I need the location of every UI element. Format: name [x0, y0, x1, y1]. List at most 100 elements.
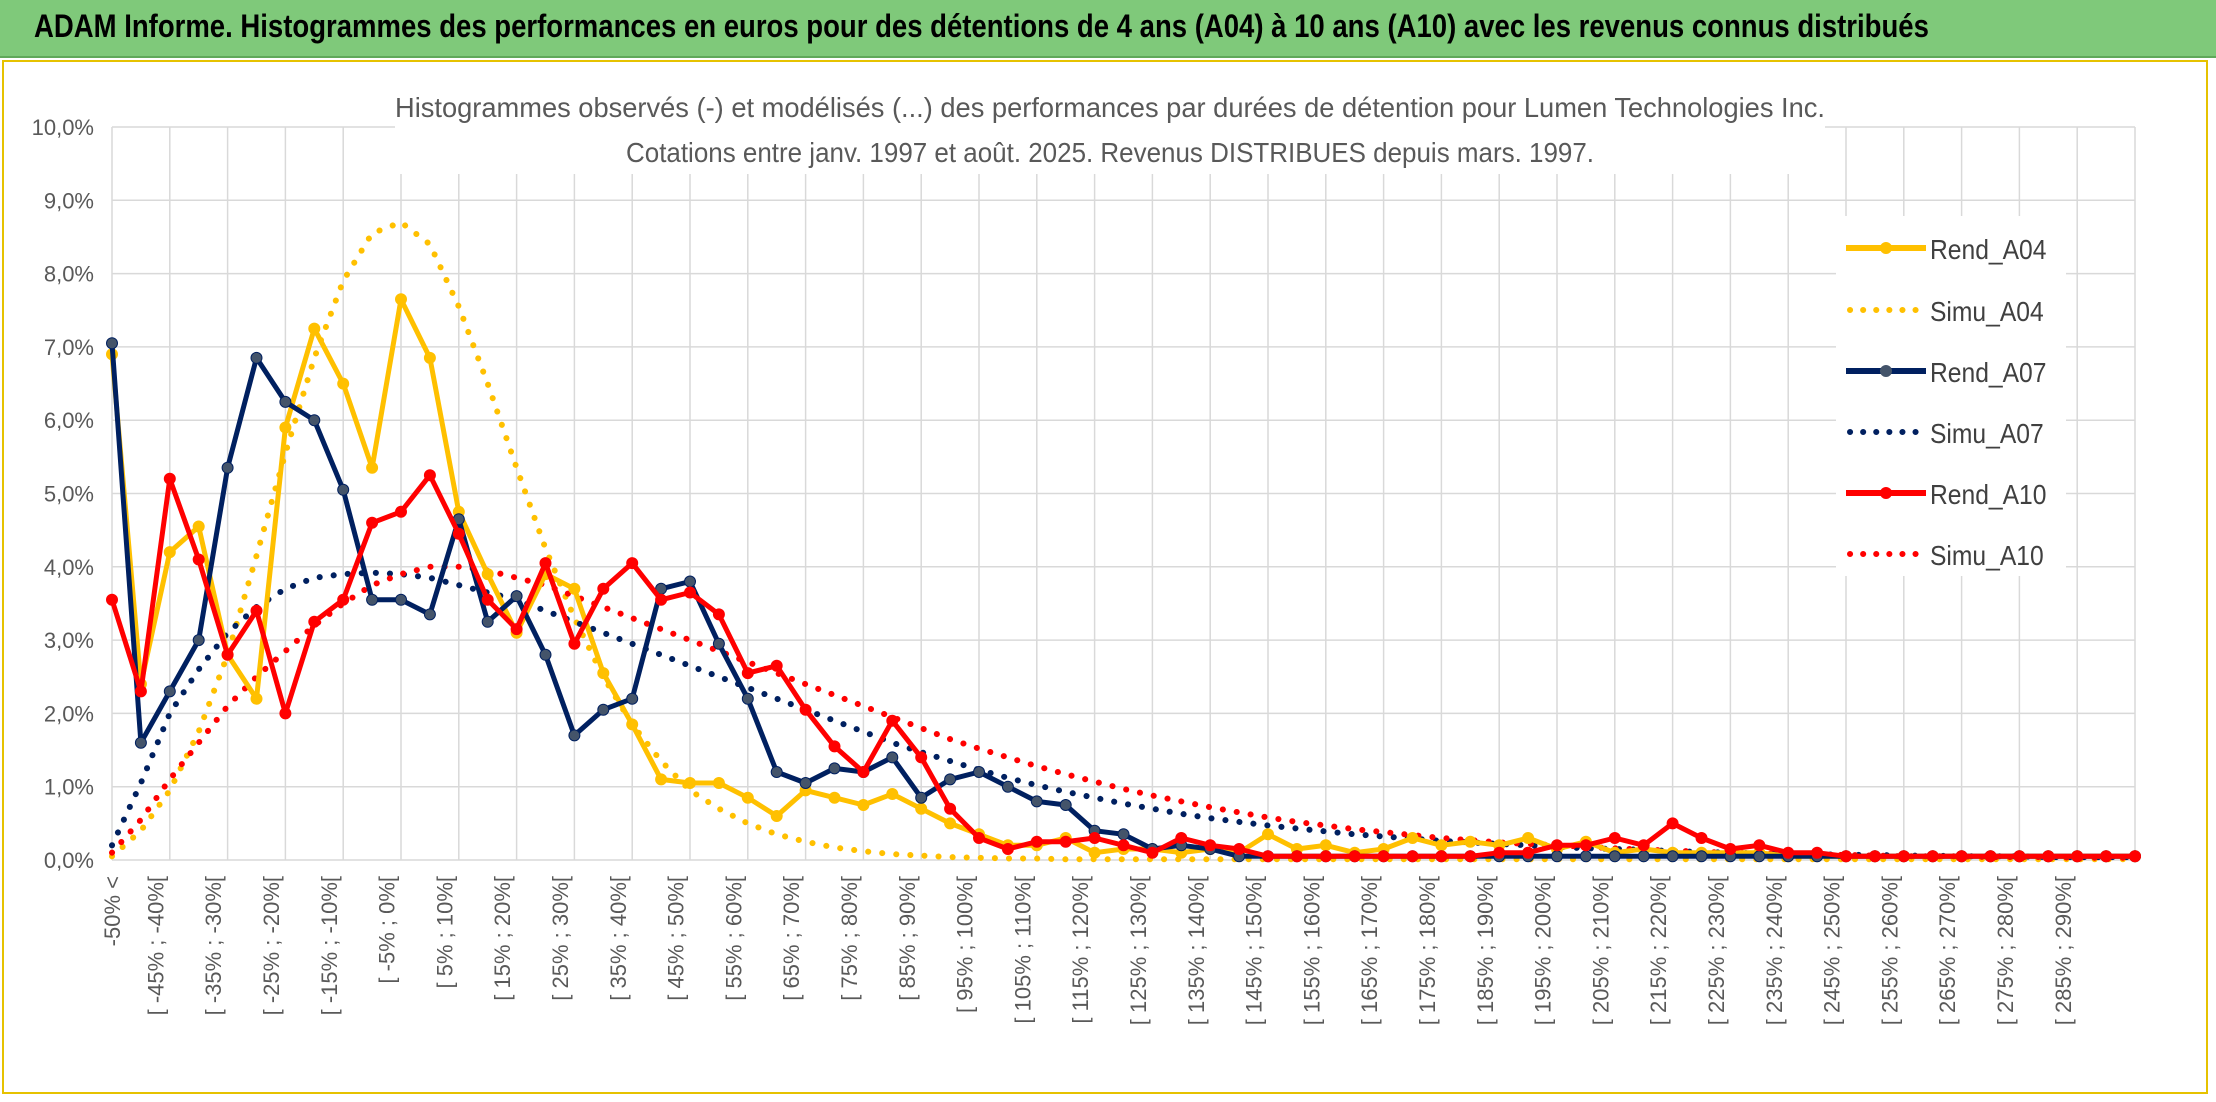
point-rend-a04 [1435, 839, 1448, 852]
x-tick-label: [ 55% ; 60%[ [721, 876, 746, 1001]
point-rend-a10 [1782, 846, 1795, 859]
point-rend-a04 [192, 520, 205, 533]
legend-label-rend-a10: Rend_A10 [1930, 479, 2047, 510]
y-tick-label: 1,0% [44, 775, 94, 800]
point-rend-a10 [337, 593, 350, 606]
point-rend-a07 [973, 766, 985, 778]
point-rend-a10 [1030, 835, 1043, 848]
series-line-simu-a04 [109, 219, 2138, 863]
point-rend-a10 [279, 707, 292, 720]
x-tick-label: [ 245% ; 250%[ [1820, 876, 1845, 1025]
point-rend-a10 [452, 527, 465, 540]
point-rend-a10 [799, 703, 812, 716]
x-tick-label: [ 85% ; 90%[ [895, 876, 920, 1001]
point-rend-a10 [1984, 850, 1997, 863]
point-rend-a10 [1724, 843, 1737, 855]
point-rend-a04 [423, 351, 436, 364]
legend-item-simu-a07: Simu_A07 [1846, 412, 2066, 452]
point-rend-a10 [106, 593, 118, 606]
point-rend-a10 [1897, 850, 1910, 863]
point-rend-a07 [337, 483, 350, 496]
point-rend-a04 [250, 692, 263, 705]
point-rend-a10 [597, 582, 610, 595]
point-rend-a10 [1666, 817, 1679, 830]
point-rend-a07 [163, 685, 176, 698]
point-rend-a04 [308, 322, 321, 335]
point-rend-a10 [308, 615, 321, 628]
point-rend-a10 [1435, 850, 1448, 863]
point-rend-a10 [1840, 850, 1852, 863]
point-rend-a07 [481, 615, 494, 628]
point-rend-a04 [395, 293, 407, 306]
point-rend-a07 [1030, 795, 1043, 808]
x-tick-label: [ 145% ; 150%[ [1242, 876, 1267, 1025]
point-rend-a07 [770, 766, 783, 778]
point-rend-a10 [163, 472, 176, 485]
point-rend-a10 [915, 751, 928, 764]
point-rend-a07 [1059, 799, 1072, 811]
point-rend-a07 [944, 773, 957, 786]
point-rend-a10 [944, 802, 957, 815]
series-line-simu-a07 [109, 569, 2138, 861]
legend-item-rend-a07: Rend_A07 [1846, 351, 2066, 391]
point-rend-a10 [1868, 850, 1881, 863]
point-rend-a10 [1464, 850, 1477, 863]
point-rend-a04 [1406, 832, 1419, 844]
point-rend-a10 [510, 623, 523, 636]
point-rend-a04 [366, 461, 379, 474]
point-rend-a10 [1377, 850, 1390, 863]
point-rend-a10 [2013, 850, 2026, 863]
point-rend-a10 [221, 648, 234, 661]
point-rend-a10 [250, 604, 263, 617]
point-rend-a04 [597, 667, 610, 680]
point-rend-a10 [1551, 839, 1563, 852]
legend-label-rend-a04: Rend_A04 [1930, 234, 2047, 265]
point-rend-a04 [1464, 835, 1477, 848]
y-tick-label: 9,0% [44, 188, 94, 213]
point-rend-a10 [1233, 843, 1246, 855]
series-line-rend-a10 [109, 472, 2135, 859]
legend-label-simu-a07: Simu_A07 [1930, 418, 2044, 449]
point-rend-a10 [568, 637, 581, 650]
point-rend-a04 [626, 718, 639, 731]
x-tick-label: [ 235% ; 240%[ [1762, 876, 1787, 1025]
legend-item-simu-a10: Simu_A10 [1846, 534, 2066, 574]
point-rend-a07 [626, 692, 639, 705]
point-rend-a10 [1637, 839, 1650, 852]
legend-swatch-simu-a04 [1847, 307, 1926, 313]
x-tick-label: [ 275% ; 280%[ [1993, 876, 2018, 1025]
point-rend-a04 [828, 791, 841, 804]
point-rend-a07 [221, 461, 234, 474]
y-tick-label: 8,0% [44, 262, 94, 287]
point-rend-a07 [1579, 850, 1592, 863]
point-rend-a04 [886, 788, 899, 800]
y-tick-label: 10,0% [32, 115, 94, 140]
x-tick-label: [ 5% ; 10%[ [432, 876, 457, 989]
point-rend-a10 [1493, 846, 1506, 859]
y-tick-label: 2,0% [44, 701, 94, 726]
point-rend-a07 [712, 637, 725, 650]
point-rend-a10 [1146, 846, 1159, 859]
point-rend-a04 [655, 773, 668, 786]
point-rend-a10 [1926, 850, 1939, 863]
point-rend-a07 [1695, 850, 1708, 863]
point-rend-a07 [423, 608, 436, 621]
point-rend-a10 [1059, 835, 1072, 848]
point-rend-a04 [857, 799, 870, 811]
point-rend-a10 [134, 685, 147, 698]
point-rend-a07 [1551, 850, 1563, 863]
x-tick-label: [ 45% ; 50%[ [664, 876, 689, 1001]
point-rend-a10 [1348, 850, 1361, 863]
point-rend-a07 [1637, 850, 1650, 863]
point-rend-a04 [1088, 846, 1101, 859]
x-tick-label: [ 195% ; 200%[ [1531, 876, 1556, 1025]
y-tick-label: 4,0% [44, 555, 94, 580]
point-rend-a10 [1406, 850, 1419, 863]
x-tick-label: [ 35% ; 40%[ [606, 876, 631, 1001]
point-rend-a10 [1290, 850, 1303, 863]
series-line-simu-a10 [109, 563, 2138, 861]
x-tick-label: [ 115% ; 120%[ [1068, 876, 1093, 1024]
point-rend-a07 [395, 593, 407, 606]
point-rend-a07 [134, 736, 147, 749]
point-rend-a04 [1319, 839, 1332, 852]
